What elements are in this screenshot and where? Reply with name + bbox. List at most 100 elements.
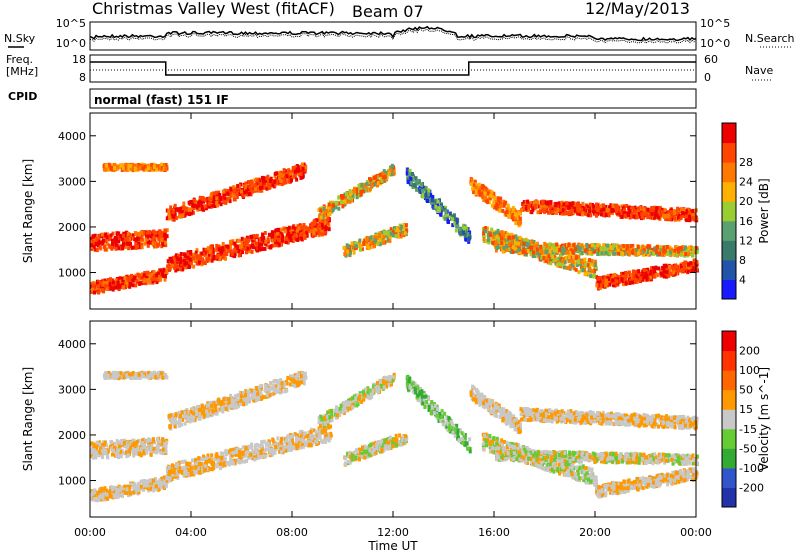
data-cell xyxy=(189,261,193,265)
data-cell xyxy=(645,250,649,255)
data-cell xyxy=(301,167,305,171)
data-cell xyxy=(359,190,363,194)
data-cell xyxy=(491,241,495,245)
data-cell xyxy=(599,204,603,209)
data-cell xyxy=(648,273,652,278)
data-cell xyxy=(471,186,475,191)
data-cell xyxy=(203,197,207,202)
data-cell xyxy=(685,249,689,254)
data-cell xyxy=(592,249,596,254)
beam-label: Beam 07 xyxy=(352,2,424,21)
data-cell xyxy=(373,235,377,240)
data-cell xyxy=(686,208,690,213)
data-cell xyxy=(305,230,309,235)
data-cell xyxy=(544,207,548,212)
data-cell xyxy=(506,203,510,208)
data-cell xyxy=(578,251,582,256)
data-cell xyxy=(246,246,250,251)
data-cell xyxy=(151,277,155,281)
data-cell xyxy=(552,243,556,248)
data-cell xyxy=(188,257,192,262)
data-cell xyxy=(675,271,679,276)
data-cell xyxy=(603,246,607,250)
data-cell xyxy=(426,199,429,203)
data-cell xyxy=(581,265,585,270)
data-cell xyxy=(148,230,152,234)
data-cell xyxy=(97,237,101,242)
data-cell xyxy=(588,266,592,271)
data-cell xyxy=(670,217,674,222)
data-cell xyxy=(604,278,608,283)
data-cell xyxy=(204,248,208,252)
data-cell xyxy=(278,172,282,177)
data-cell xyxy=(527,205,531,210)
data-cell xyxy=(151,233,155,238)
data-cell xyxy=(229,239,233,244)
data-cell xyxy=(402,227,405,232)
data-cell xyxy=(660,245,664,250)
data-cell xyxy=(193,259,197,263)
data-cell xyxy=(674,267,677,272)
data-cell xyxy=(675,253,679,258)
data-cell xyxy=(185,211,189,216)
data-cell xyxy=(563,250,567,255)
data-cell xyxy=(408,172,412,177)
data-cell xyxy=(128,282,132,286)
data-cell xyxy=(424,193,428,198)
data-cell xyxy=(383,175,387,180)
data-cell xyxy=(273,179,277,184)
data-cell xyxy=(635,248,639,253)
data-cell xyxy=(235,195,239,199)
data-cell xyxy=(472,190,476,195)
data-cell xyxy=(236,189,240,194)
data-cell xyxy=(606,243,610,248)
colorbar-frame xyxy=(721,122,737,300)
data-cell xyxy=(662,269,666,274)
data-cell xyxy=(662,245,666,250)
data-cell xyxy=(140,230,144,235)
data-cell xyxy=(536,200,540,205)
data-cell xyxy=(558,247,562,252)
data-cell xyxy=(526,199,530,204)
data-cell xyxy=(133,237,137,242)
data-cell xyxy=(254,187,258,192)
data-cell xyxy=(433,199,437,204)
data-cell xyxy=(590,243,594,248)
data-cell xyxy=(286,240,290,245)
data-cell xyxy=(250,184,254,188)
data-cell xyxy=(214,190,218,195)
data-cell xyxy=(207,253,211,258)
data-cell xyxy=(676,268,680,273)
data-cell xyxy=(174,263,178,268)
data-cell xyxy=(597,245,601,250)
data-cell xyxy=(296,169,300,174)
data-cell xyxy=(573,245,577,249)
data-cell xyxy=(179,256,183,261)
data-cell xyxy=(598,252,602,257)
data-cell xyxy=(555,242,559,247)
data-cell xyxy=(561,262,565,267)
data-cell xyxy=(474,191,478,196)
data-cell xyxy=(120,163,124,167)
data-cell xyxy=(138,281,142,286)
data-cell xyxy=(341,194,345,199)
data-cell xyxy=(684,214,688,219)
data-cell xyxy=(507,247,511,252)
data-cell xyxy=(654,265,658,270)
data-cell xyxy=(337,201,341,206)
data-cell xyxy=(648,251,652,255)
nsearch-label: N.Search xyxy=(745,32,795,45)
data-cell xyxy=(497,236,500,241)
data-cell xyxy=(421,188,425,193)
data-cell xyxy=(664,217,668,222)
data-cell xyxy=(277,237,280,242)
data-cell xyxy=(652,212,656,217)
data-cell xyxy=(233,188,237,193)
data-cell xyxy=(373,238,377,243)
data-cell xyxy=(141,272,144,277)
data-cell xyxy=(90,454,94,458)
data-cell xyxy=(149,274,152,279)
data-cell xyxy=(118,276,122,281)
data-cell xyxy=(155,273,159,278)
data-cell xyxy=(642,275,646,280)
